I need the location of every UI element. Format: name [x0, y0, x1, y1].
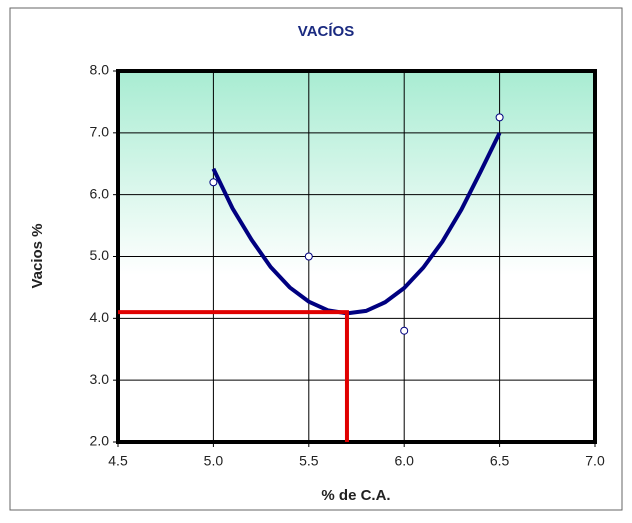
y-tick-label: 7.0	[90, 124, 110, 140]
y-tick-label: 4.0	[90, 309, 110, 325]
y-tick-label: 2.0	[90, 433, 110, 449]
x-tick-label: 5.5	[299, 453, 319, 469]
y-tick-label: 3.0	[90, 371, 110, 387]
curve	[211, 131, 502, 316]
data-point	[400, 326, 409, 335]
x-tick-label: 4.5	[108, 453, 128, 469]
data-point	[495, 113, 504, 122]
x-tick-label: 6.0	[394, 453, 414, 469]
plot-frame	[116, 69, 597, 444]
x-axis-label: % de C.A.	[321, 487, 390, 504]
y-axis-label: Vacios %	[29, 223, 46, 288]
curve	[118, 310, 349, 442]
x-tick-label: 7.0	[585, 453, 605, 469]
chart-title: VACÍOS	[298, 23, 354, 40]
x-tick-label: 5.0	[204, 453, 224, 469]
x-tick-label: 6.5	[490, 453, 510, 469]
data-point	[304, 252, 313, 261]
y-tick-label: 8.0	[90, 62, 110, 78]
data-point	[209, 178, 218, 187]
y-tick-label: 6.0	[90, 185, 110, 201]
y-tick-label: 5.0	[90, 247, 110, 263]
